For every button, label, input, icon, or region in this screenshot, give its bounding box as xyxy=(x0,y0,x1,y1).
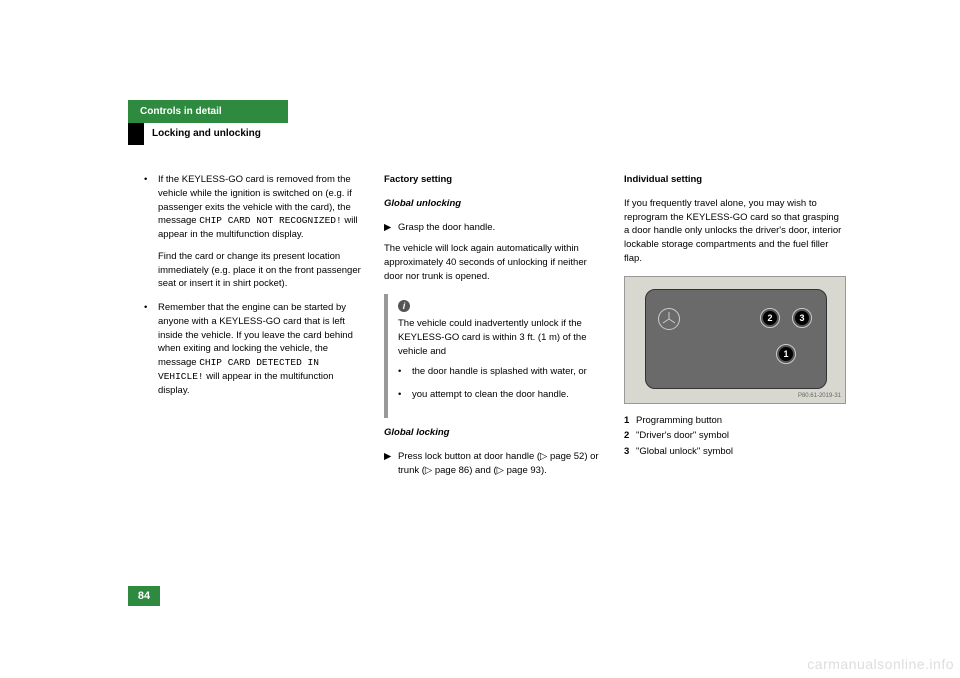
bullet-item: • If the KEYLESS-GO card is removed from… xyxy=(144,173,366,291)
section-subtitle: Locking and unlocking xyxy=(144,123,269,145)
text: Find the card or change its present loca… xyxy=(158,251,361,290)
arrow-icon: ▶ xyxy=(384,221,398,235)
callout-1: 1 xyxy=(779,347,793,361)
action-text: Press lock button at door handle (▷ page… xyxy=(398,450,606,478)
legend-text: "Driver's door" symbol xyxy=(636,429,729,443)
action-item: ▶ Press lock button at door handle (▷ pa… xyxy=(384,450,606,478)
bullet-text: the door handle is splashed with water, … xyxy=(412,365,587,379)
subheading: Global unlocking xyxy=(384,197,606,211)
subheading: Global locking xyxy=(384,426,606,440)
column-3: Individual setting If you frequently tra… xyxy=(624,173,846,485)
paragraph: If you frequently travel alone, you may … xyxy=(624,197,846,266)
info-bullets: • the door handle is splashed with water… xyxy=(398,365,598,403)
callout-2: 2 xyxy=(763,311,777,325)
image-reference: P80.61-2019-31 xyxy=(798,392,841,401)
code-text: CHIP CARD NOT RECOGNIZED! xyxy=(199,215,342,226)
section-tab: Controls in detail xyxy=(128,100,288,123)
info-text: The vehicle could inadvertently unlock i… xyxy=(398,318,586,357)
legend-num: 1 xyxy=(624,414,636,428)
column-2: Factory setting Global unlocking ▶ Grasp… xyxy=(384,173,606,485)
legend-text: "Global unlock" symbol xyxy=(636,445,733,459)
bullet-marker: • xyxy=(398,365,412,379)
content-columns: • If the KEYLESS-GO card is removed from… xyxy=(144,173,848,485)
action-item: ▶ Grasp the door handle. xyxy=(384,221,606,235)
subheader-row: Locking and unlocking xyxy=(128,123,848,145)
legend-row: 2 "Driver's door" symbol xyxy=(624,429,846,443)
action-text: Grasp the door handle. xyxy=(398,221,495,235)
heading: Factory setting xyxy=(384,173,606,187)
black-marker xyxy=(128,123,144,145)
bullet-item: • you attempt to clean the door handle. xyxy=(398,388,598,402)
mercedes-logo-icon xyxy=(658,308,680,330)
legend-text: Programming button xyxy=(636,414,722,428)
bullet-marker: • xyxy=(398,388,412,402)
column-1: • If the KEYLESS-GO card is removed from… xyxy=(144,173,366,485)
info-icon: i xyxy=(398,300,410,312)
star-icon xyxy=(661,311,677,327)
bullet-text: you attempt to clean the door handle. xyxy=(412,388,569,402)
bullet-item: • the door handle is splashed with water… xyxy=(398,365,598,379)
bullet-text: Remember that the engine can be started … xyxy=(158,301,366,397)
page-number: 84 xyxy=(128,586,160,606)
bullet-marker: • xyxy=(144,173,158,291)
legend-row: 1 Programming button xyxy=(624,414,846,428)
bullet-marker: • xyxy=(144,301,158,397)
key-card: 2 3 1 xyxy=(645,289,827,389)
legend-num: 3 xyxy=(624,445,636,459)
info-content: i The vehicle could inadvertently unlock… xyxy=(398,300,598,359)
bullet-text: If the KEYLESS-GO card is removed from t… xyxy=(158,173,366,291)
callout-3: 3 xyxy=(795,311,809,325)
info-box: i The vehicle could inadvertently unlock… xyxy=(384,294,606,419)
bullet-item: • Remember that the engine can be starte… xyxy=(144,301,366,397)
legend-row: 3 "Global unlock" symbol xyxy=(624,445,846,459)
page-content: Controls in detail Locking and unlocking… xyxy=(128,100,848,485)
keyless-card-figure: 2 3 1 P80.61-2019-31 xyxy=(624,276,846,404)
paragraph: The vehicle will lock again automaticall… xyxy=(384,242,606,283)
heading: Individual setting xyxy=(624,173,846,187)
legend-num: 2 xyxy=(624,429,636,443)
watermark: carmanualsonline.info xyxy=(807,656,954,672)
arrow-icon: ▶ xyxy=(384,450,398,478)
